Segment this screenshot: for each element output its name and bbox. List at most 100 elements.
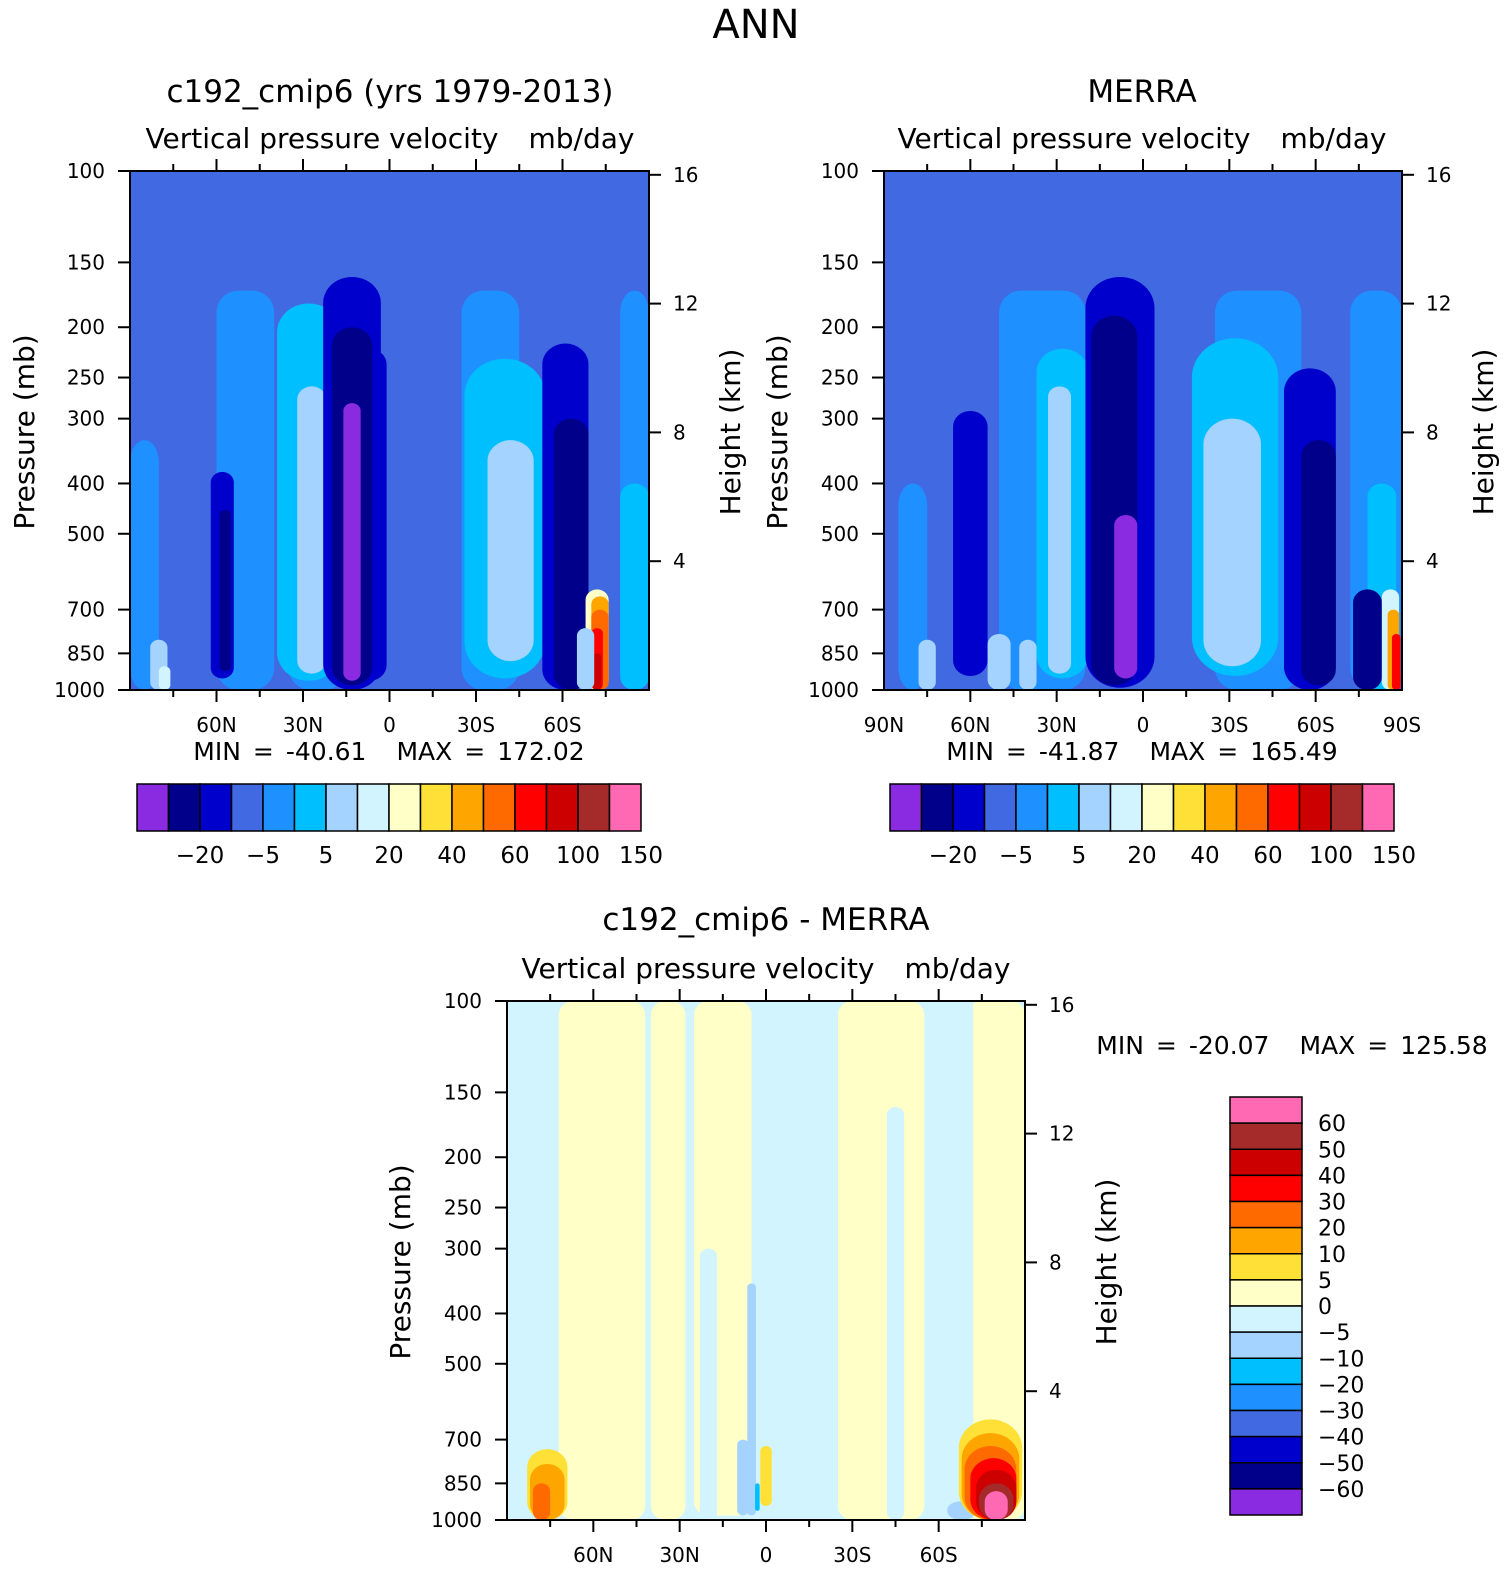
panel-obs-minmax: MIN = -41.87 MAX = 165.49 <box>946 737 1337 766</box>
colorbar-box <box>1229 1435 1303 1464</box>
colorbar-box <box>1046 783 1080 832</box>
colorbar-box <box>1229 1122 1303 1150</box>
y-tick-label: 850 <box>67 641 105 665</box>
panel-obs-subtitle: Vertical pressure velocity mb/day <box>898 122 1387 155</box>
colorbar-box <box>1330 783 1364 832</box>
colorbar-box <box>199 783 233 832</box>
y-tick-label: 400 <box>444 1301 482 1325</box>
y-tick-label: 700 <box>67 598 105 622</box>
panel-model-plot-area <box>130 171 649 690</box>
y-tick-label: 150 <box>821 250 859 274</box>
colorbar-box <box>1361 783 1395 832</box>
colorbar-box <box>1298 783 1332 832</box>
panel-diff-y2label: Height (km) <box>1090 1179 1123 1346</box>
y-tick-label: 500 <box>67 522 105 546</box>
x-tick-label: 0 <box>1137 713 1150 737</box>
y-tick-label: 250 <box>821 366 859 390</box>
colorbar-box <box>1229 1331 1303 1359</box>
colorbar-box <box>608 783 642 832</box>
colorbar-box <box>1229 1462 1303 1490</box>
colorbar-box <box>230 783 264 832</box>
colorbar-box <box>1229 1253 1303 1281</box>
y2-tick-label: 12 <box>1426 292 1451 316</box>
x-tick-label: 60N <box>950 713 990 737</box>
contour-fill <box>1048 386 1072 674</box>
panel-model-title: c192_cmip6 (yrs 1979-2013) <box>166 74 613 110</box>
contour-fill <box>747 1283 756 1516</box>
y2-tick-label: 12 <box>1049 1122 1074 1146</box>
contour-fill <box>771 1060 807 1520</box>
colorbar-box <box>577 783 611 832</box>
x-tick-label: 30S <box>457 713 495 737</box>
contour-fill <box>576 628 595 690</box>
colorbar-label: 60 <box>1253 843 1282 869</box>
panel-model-ylabel: Pressure (mb) <box>8 334 41 529</box>
colorbar-label: −50 <box>1318 1452 1364 1477</box>
x-tick-label: 60N <box>196 713 236 737</box>
colorbar-box <box>1229 1279 1303 1307</box>
contour-fill <box>1019 639 1037 690</box>
x-tick-label: 60N <box>573 1543 613 1567</box>
colorbar-box <box>1229 1409 1303 1438</box>
contour-fill <box>620 483 649 690</box>
panel-diff-minmax: MIN = -20.07 MAX = 125.58 <box>1096 1031 1487 1060</box>
contour-fill <box>886 1106 905 1520</box>
y-tick-label: 200 <box>444 1145 482 1169</box>
x-tick-label: 30S <box>1210 713 1248 737</box>
colorbar-label: 5 <box>319 843 334 869</box>
colorbar-box <box>952 783 986 832</box>
contour-fill <box>737 1439 749 1516</box>
colorbar-label: 10 <box>1318 1243 1346 1268</box>
colorbar-box <box>482 783 516 832</box>
panel-obs-colorbar: −20 −5 5 20 40 60 100 150 <box>889 783 1416 869</box>
colorbar-label: −20 <box>176 843 225 869</box>
y-tick-label: 700 <box>444 1428 482 1452</box>
contour-fill <box>158 666 171 690</box>
y-tick-label: 150 <box>67 250 105 274</box>
contour-fill <box>987 633 1011 690</box>
colorbar-label: −10 <box>1318 1347 1364 1372</box>
contour-fill <box>961 1001 974 1520</box>
colorbar-label: 5 <box>1318 1269 1332 1294</box>
figure-title: ANN <box>712 2 799 48</box>
contour-fill <box>343 403 361 681</box>
y-tick-label: 150 <box>444 1080 482 1104</box>
colorbar-box <box>388 783 422 832</box>
colorbar-label: −20 <box>929 843 978 869</box>
y-tick-label: 850 <box>444 1471 482 1495</box>
y2-tick-label: 4 <box>1049 1379 1062 1403</box>
colorbar-label: 20 <box>1318 1217 1346 1242</box>
y2-tick-label: 16 <box>673 163 698 187</box>
y-tick-label: 100 <box>444 989 482 1013</box>
panel-obs-ylabel: Pressure (mb) <box>761 334 794 529</box>
colorbar-box <box>1229 1148 1303 1177</box>
colorbar-box <box>293 783 327 832</box>
colorbar-label: 50 <box>1318 1138 1346 1163</box>
y-tick-label: 100 <box>67 159 105 183</box>
colorbar-box <box>1172 783 1206 832</box>
y-tick-label: 400 <box>821 471 859 495</box>
contour-fill <box>1114 514 1138 679</box>
contour-fill <box>1353 589 1382 690</box>
colorbar-box <box>1015 783 1049 832</box>
contour-fill <box>837 1001 925 1520</box>
colorbar-box <box>1109 783 1143 832</box>
y-tick-label: 200 <box>821 315 859 339</box>
x-tick-label: 0 <box>383 713 396 737</box>
contour-fill <box>297 386 327 674</box>
panel-obs-plot-area <box>884 171 1402 690</box>
colorbar-box <box>451 783 485 832</box>
colorbar-box <box>356 783 390 832</box>
colorbar-box <box>1204 783 1238 832</box>
x-tick-label: 60S <box>543 713 581 737</box>
y2-tick-label: 16 <box>1049 993 1074 1017</box>
colorbar-box <box>1229 1226 1303 1255</box>
colorbar-label: 20 <box>1127 843 1156 869</box>
y-tick-label: 400 <box>67 471 105 495</box>
contour-fill <box>898 483 928 690</box>
panel-diff: c192_cmip6 - MERRA Vertical pressure vel… <box>384 902 1488 1567</box>
panel-model-colorbar: −20 −5 5 20 40 60 100 150 <box>136 783 663 869</box>
y-tick-label: 850 <box>821 641 859 665</box>
y-tick-label: 700 <box>821 598 859 622</box>
